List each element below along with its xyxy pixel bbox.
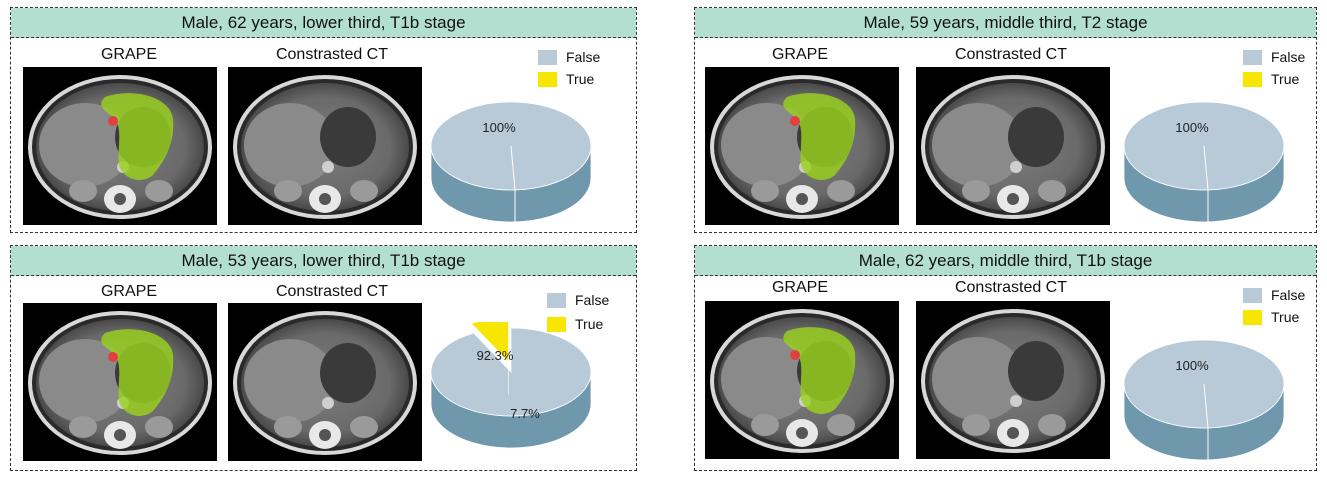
pie-slice-true — [470, 322, 510, 364]
panel-header: Male, 59 years, middle third, T2 stage — [695, 8, 1316, 38]
pie-chart: 92.3% 7.7% — [430, 322, 592, 449]
panel-header: Male, 53 years, lower third, T1b stage — [11, 246, 636, 276]
legend-true: True — [1243, 71, 1299, 87]
false-legend-label: False — [566, 49, 601, 65]
ct-scan-drawing — [233, 311, 417, 455]
ct-scan-drawing — [710, 309, 894, 453]
contrasted-ct-image — [228, 303, 422, 461]
grape-ct-image — [23, 303, 217, 461]
true-legend-label: True — [575, 316, 604, 332]
true-swatch — [1243, 71, 1262, 87]
legend-true: True — [547, 316, 603, 332]
grape-ct-image — [705, 301, 899, 459]
pie-data-label: 7.7% — [510, 406, 540, 421]
false-swatch — [547, 292, 566, 308]
grape-label: GRAPE — [771, 279, 828, 296]
grape-ct-image — [23, 67, 217, 225]
ct-scan-drawing — [28, 311, 212, 455]
case-panel-1: Male, 62 years, lower third, T1b stage G… — [10, 7, 637, 233]
ct-scan-drawing — [921, 75, 1105, 219]
grape-ct-image — [705, 67, 899, 225]
contrasted-ct-image — [916, 67, 1110, 225]
ct-scan-drawing — [710, 75, 894, 219]
legend-false: False — [1243, 287, 1305, 303]
panel-header: Male, 62 years, middle third, T1b stage — [695, 246, 1316, 276]
ct-label: Constrasted CT — [954, 46, 1068, 63]
pie-data-label: 100% — [1175, 120, 1209, 135]
legend-false: False — [547, 292, 609, 308]
legend-true: True — [1243, 309, 1299, 325]
pie-chart: 100% — [430, 101, 592, 223]
false-swatch — [1243, 49, 1262, 65]
false-legend-label: False — [575, 292, 610, 308]
ct-label: Constrasted CT — [275, 46, 389, 63]
pie-chart: 100% — [1123, 339, 1285, 461]
true-legend-label: True — [566, 71, 595, 87]
legend-false: False — [1243, 49, 1305, 65]
pie-data-label: 92.3% — [477, 348, 514, 363]
grape-label: GRAPE — [100, 46, 157, 63]
true-swatch — [547, 316, 566, 332]
false-legend-label: False — [1271, 287, 1306, 303]
true-swatch — [538, 71, 557, 87]
ct-label: Constrasted CT — [275, 283, 389, 300]
pie-chart: 100% — [1123, 101, 1285, 223]
case-panel-3: Male, 53 years, lower third, T1b stage G… — [10, 245, 637, 471]
true-swatch — [1243, 309, 1262, 325]
false-swatch — [538, 49, 557, 65]
panel-header: Male, 62 years, lower third, T1b stage — [11, 8, 636, 38]
false-swatch — [1243, 287, 1262, 303]
pie-data-label: 100% — [482, 120, 516, 135]
true-legend-label: True — [1271, 71, 1300, 87]
ct-scan-drawing — [28, 75, 212, 219]
case-panel-2: Male, 59 years, middle third, T2 stage G… — [694, 7, 1317, 233]
case-panel-4: Male, 62 years, middle third, T1b stage … — [694, 245, 1317, 471]
pie-data-label: 100% — [1175, 358, 1209, 373]
legend-true: True — [538, 71, 594, 87]
contrasted-ct-image — [916, 301, 1110, 459]
false-legend-label: False — [1271, 49, 1306, 65]
ct-scan-drawing — [921, 309, 1105, 453]
true-legend-label: True — [1271, 309, 1300, 325]
grape-label: GRAPE — [100, 283, 157, 300]
grape-label: GRAPE — [771, 46, 828, 63]
ct-scan-drawing — [233, 75, 417, 219]
ct-label: Constrasted CT — [954, 279, 1068, 296]
legend-false: False — [538, 49, 600, 65]
contrasted-ct-image — [228, 67, 422, 225]
pie-slice-false — [430, 327, 592, 417]
